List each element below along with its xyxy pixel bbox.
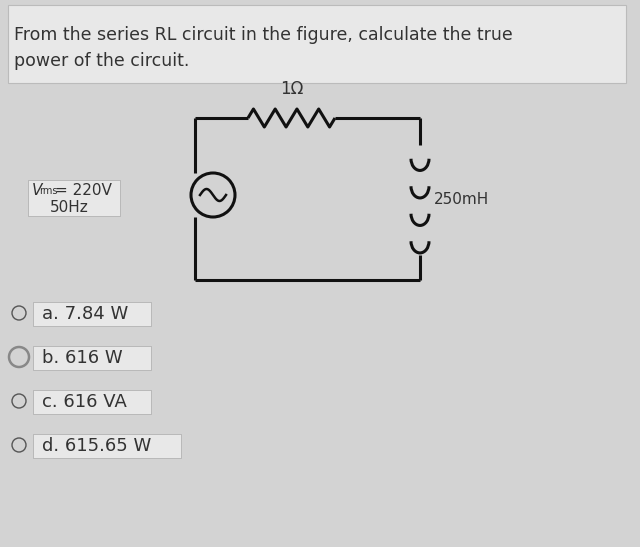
Text: 250mH: 250mH [434, 193, 489, 207]
Text: 50Hz: 50Hz [50, 200, 89, 215]
Text: power of the circuit.: power of the circuit. [14, 52, 189, 70]
FancyBboxPatch shape [33, 302, 151, 326]
Text: = 220V: = 220V [55, 183, 112, 198]
Text: 1Ω: 1Ω [280, 80, 303, 98]
Text: a. 7.84 W: a. 7.84 W [42, 305, 128, 323]
Text: From the series RL circuit in the figure, calculate the true: From the series RL circuit in the figure… [14, 26, 513, 44]
FancyBboxPatch shape [33, 390, 151, 414]
FancyBboxPatch shape [28, 180, 120, 216]
FancyBboxPatch shape [8, 5, 626, 83]
FancyBboxPatch shape [33, 346, 151, 370]
FancyBboxPatch shape [33, 434, 181, 458]
Text: c. 616 VA: c. 616 VA [42, 393, 127, 411]
Text: rms: rms [39, 186, 58, 196]
Text: V: V [32, 183, 42, 198]
Text: b. 616 W: b. 616 W [42, 349, 123, 367]
Text: d. 615.65 W: d. 615.65 W [42, 437, 151, 455]
